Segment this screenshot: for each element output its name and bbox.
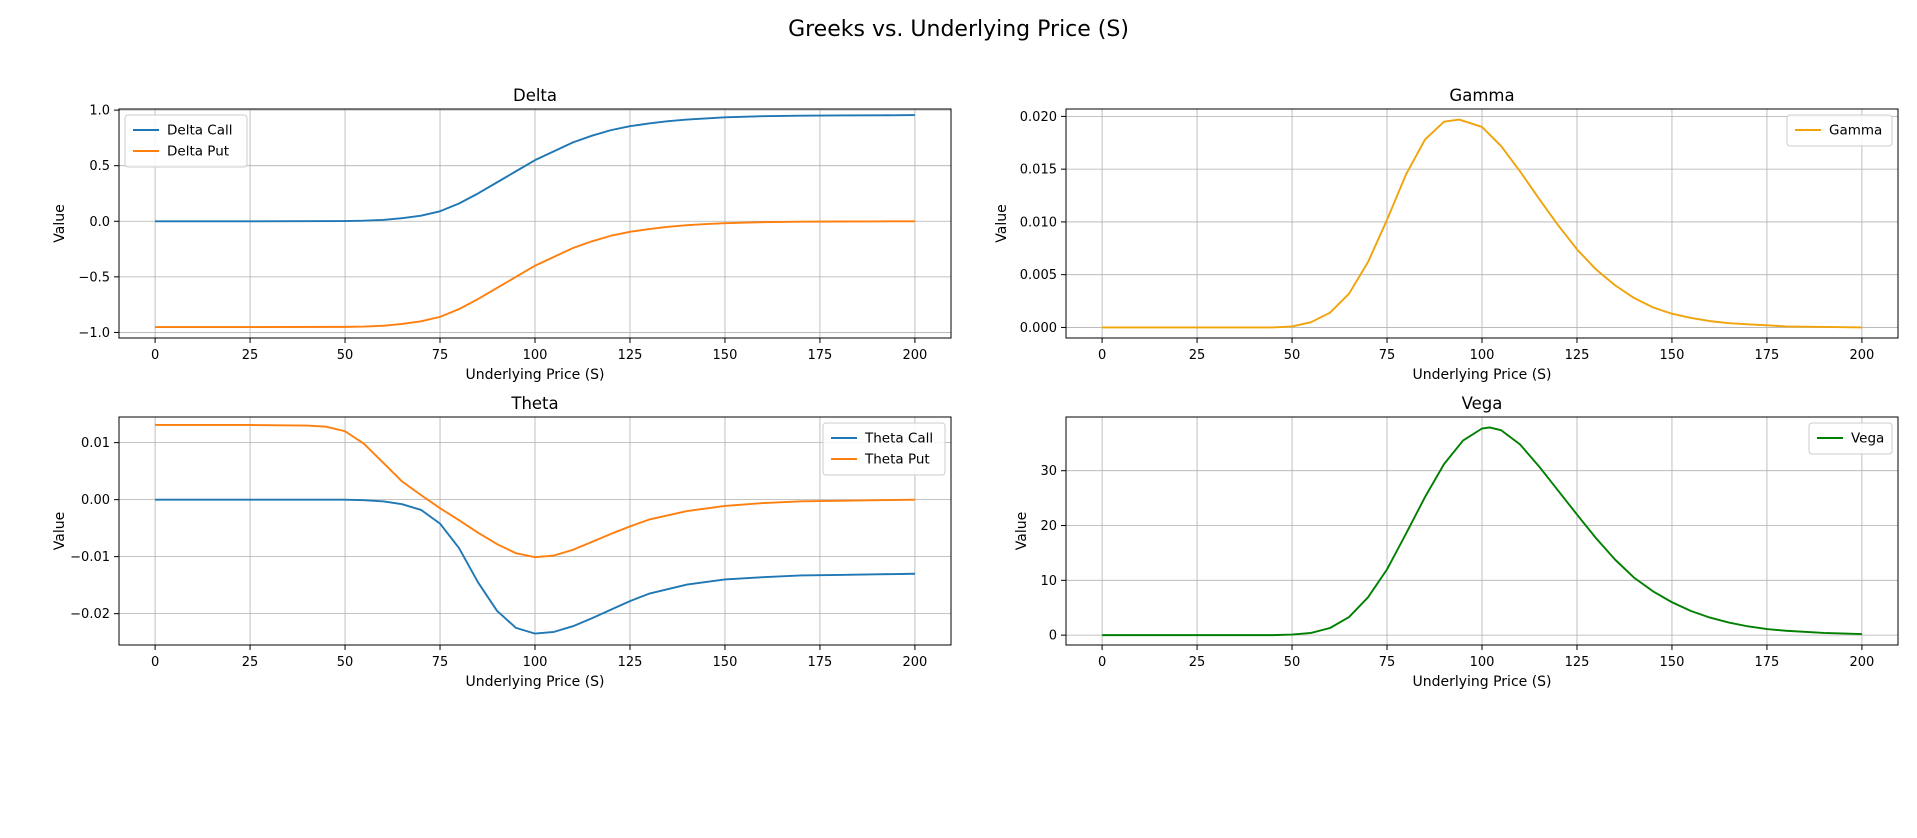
gamma-legend: Gamma	[1786, 114, 1893, 147]
vega-series-vega-line	[1102, 426, 1862, 637]
delta-x-tick-label: 75	[432, 348, 449, 363]
delta-x-tick-label: 100	[523, 348, 548, 363]
gamma-legend-box	[1786, 114, 1893, 147]
theta-legend: Theta Call Theta Put	[822, 422, 946, 476]
vega-x-tick-label: 150	[1660, 655, 1685, 670]
theta-subplot: 0 25 50 75 100 125 150 175 200 −0.02 −0.01 0.00 0.01…	[52, 394, 952, 690]
gamma-x-tick-label: 175	[1755, 348, 1780, 363]
delta-x-tick-label: 25	[242, 348, 259, 363]
delta-x-axis-label: Underlying Price (S)	[465, 367, 604, 383]
vega-x-tick-label: 175	[1755, 655, 1780, 670]
delta-y-axis-label: Value	[52, 204, 68, 242]
vega-legend-box	[1808, 422, 1893, 455]
gamma-y-tick-label: 0.020	[1020, 110, 1057, 125]
gamma-x-tick-label: 50	[1284, 348, 1301, 363]
vega-legend: Vega	[1808, 422, 1893, 455]
gamma-x-tick-label: 25	[1189, 348, 1206, 363]
gamma-y-tick-label: 0.010	[1020, 215, 1057, 230]
theta-legend-box	[822, 422, 946, 476]
delta-x-tick-label: 150	[713, 348, 738, 363]
delta-legend-label: Delta Put	[167, 144, 229, 160]
theta-x-tick-label: 75	[432, 655, 449, 670]
delta-x-tick-label: 125	[618, 348, 643, 363]
gamma-legend-label: Gamma	[1829, 123, 1882, 139]
gamma-x-axis-label: Underlying Price (S)	[1412, 367, 1551, 383]
theta-x-tick-label: 125	[618, 655, 643, 670]
theta-title: Theta	[510, 394, 558, 413]
delta-series-delta-call-line	[155, 114, 915, 223]
gamma-series-gamma-line	[1102, 118, 1862, 329]
theta-x-tick-label: 25	[242, 655, 259, 670]
theta-legend-label: Theta Call	[864, 431, 933, 447]
theta-x-tick-label: 150	[713, 655, 738, 670]
gamma-x-tick-label: 200	[1849, 348, 1874, 363]
theta-y-tick-label: 0.01	[81, 436, 110, 451]
delta-legend-label: Delta Call	[167, 123, 233, 139]
gamma-x-tick-label: 0	[1098, 348, 1106, 363]
theta-x-tick-label: 50	[337, 655, 354, 670]
vega-y-tick-label: 10	[1040, 574, 1057, 589]
vega-x-tick-label: 200	[1849, 655, 1874, 670]
gamma-x-tick-label: 75	[1379, 348, 1396, 363]
theta-x-tick-label: 175	[808, 655, 833, 670]
gamma-x-tick-label: 125	[1565, 348, 1590, 363]
gamma-y-tick-label: 0.005	[1020, 268, 1057, 283]
vega-x-tick-label: 50	[1284, 655, 1301, 670]
gamma-y-tick-label: 0.000	[1020, 321, 1057, 336]
vega-y-axis-label: Value	[1014, 512, 1030, 550]
theta-x-tick-label: 200	[902, 655, 927, 670]
theta-x-tick-label: 0	[151, 655, 159, 670]
gamma-x-tick-label: 100	[1470, 348, 1495, 363]
delta-x-tick-label: 0	[151, 348, 159, 363]
theta-legend-label: Theta Put	[864, 452, 930, 468]
delta-subplot: 0 25 50 75 100 125 150 175 200 −1.0 −0.5 0.0 0.5 1.0 D…	[52, 86, 952, 383]
vega-y-tick-label: 20	[1040, 519, 1057, 534]
delta-x-tick-label: 50	[337, 348, 354, 363]
vega-x-tick-label: 25	[1189, 655, 1206, 670]
vega-legend-label: Vega	[1851, 431, 1884, 447]
delta-y-tick-label: −0.5	[78, 270, 110, 285]
theta-y-axis-label: Value	[52, 512, 68, 550]
delta-series-delta-put-line	[155, 220, 915, 329]
gamma-title: Gamma	[1449, 86, 1514, 105]
delta-x-tick-label: 200	[902, 348, 927, 363]
delta-title: Delta	[513, 86, 557, 105]
delta-y-tick-label: 0.5	[89, 159, 110, 174]
vega-x-tick-label: 100	[1470, 655, 1495, 670]
delta-y-tick-label: 1.0	[89, 104, 110, 119]
vega-x-tick-label: 125	[1565, 655, 1590, 670]
gamma-y-tick-label: 0.015	[1020, 163, 1057, 178]
theta-y-tick-label: 0.00	[81, 493, 110, 508]
vega-x-tick-label: 75	[1379, 655, 1396, 670]
gamma-subplot: 0 25 50 75 100 125 150 175 200 0.000 0.005 0.010 0.0…	[994, 86, 1899, 383]
theta-series-theta-call-line	[155, 498, 915, 635]
vega-subplot: 0 25 50 75 100 125 150 175 200 0 10 20 30 Vega Underly…	[1014, 394, 1899, 690]
vega-title: Vega	[1462, 394, 1503, 413]
vega-x-tick-label: 0	[1098, 655, 1106, 670]
theta-series-theta-put-line	[155, 424, 915, 559]
vega-y-tick-label: 30	[1040, 464, 1057, 479]
delta-y-tick-label: −1.0	[78, 326, 110, 341]
delta-legend-box	[124, 114, 248, 168]
gamma-x-tick-label: 150	[1660, 348, 1685, 363]
theta-x-tick-label: 100	[523, 655, 548, 670]
delta-legend: Delta Call Delta Put	[124, 114, 248, 168]
vega-y-tick-label: 0	[1049, 629, 1057, 644]
delta-y-tick-label: 0.0	[89, 215, 110, 230]
vega-x-axis-label: Underlying Price (S)	[1412, 674, 1551, 690]
gamma-y-axis-label: Value	[994, 204, 1010, 242]
delta-x-tick-label: 175	[808, 348, 833, 363]
theta-y-tick-label: −0.01	[70, 550, 110, 565]
figure-title: Greeks vs. Underlying Price (S)	[788, 17, 1129, 42]
theta-y-tick-label: −0.02	[70, 607, 110, 622]
theta-x-axis-label: Underlying Price (S)	[465, 674, 604, 690]
